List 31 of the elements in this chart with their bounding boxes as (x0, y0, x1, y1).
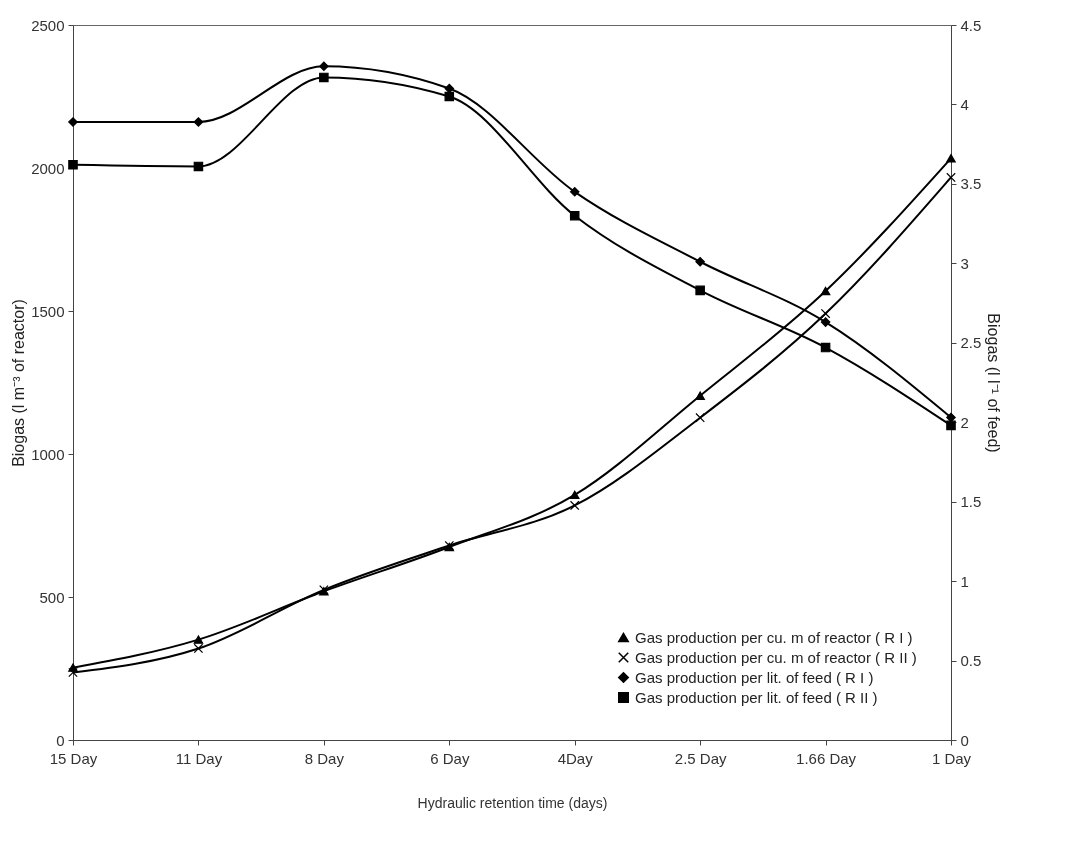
y-tick-label: 500 (39, 588, 65, 606)
legend-label: Gas production per lit. of feed ( R I ) (635, 668, 874, 686)
y2-tick-label: 1.5 (960, 493, 982, 511)
x-tick-label: 11 Day (175, 749, 223, 767)
y2-tick-label: 3 (960, 254, 969, 272)
x-tick-label: 8 Day (304, 749, 345, 767)
y2-tick-label: 2.5 (960, 334, 982, 352)
x-tick-label: 1 Day (931, 749, 972, 767)
y2-tick-label: 0 (960, 731, 969, 749)
y-tick-label: 1000 (31, 445, 65, 463)
y2-tick-label: 3.5 (960, 175, 982, 193)
y2-tick-label: 1 (960, 572, 969, 590)
x-axis-title: Hydraulic retention time (days) (417, 794, 608, 811)
y2-tick-label: 4 (960, 95, 969, 113)
y-axis-title: Biogas (l m⁻³ of reactor) (10, 299, 28, 467)
x-tick-label: 2.5 Day (674, 749, 727, 767)
y-tick-label: 2000 (31, 159, 65, 177)
legend-label: Gas production per cu. m of reactor ( R II ) (635, 648, 917, 666)
y-tick-label: 1500 (31, 302, 65, 320)
x-tick-label: 6 Day (430, 749, 470, 767)
y-tick-label: 0 (56, 731, 65, 749)
y2-tick-label: 0.5 (960, 652, 982, 670)
x-tick-label: 4Day (557, 749, 594, 767)
x-tick-label: 1.66 Day (796, 749, 857, 767)
legend-label: Gas production per lit. of feed ( R II ) (635, 688, 878, 706)
y2-tick-label: 2 (960, 413, 969, 431)
x-tick-label: 15 Day (49, 749, 98, 767)
y2-tick-label: 4.5 (960, 16, 982, 34)
y-tick-label: 2500 (31, 16, 65, 34)
y2-axis-title: Biogas (l l⁻¹ of feed) (985, 313, 1003, 453)
legend-label: Gas production per cu. m of reactor ( R I ) (635, 628, 913, 646)
